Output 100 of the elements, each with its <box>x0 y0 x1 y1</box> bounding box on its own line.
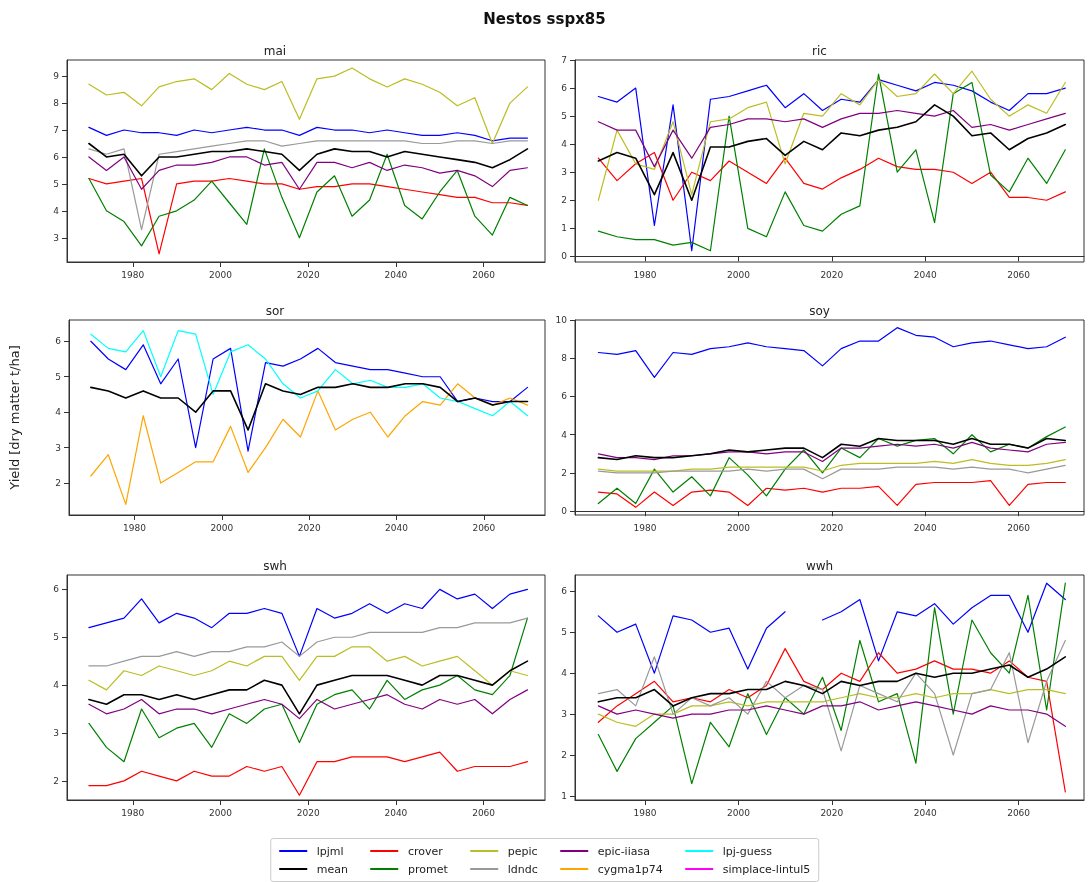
line-series <box>597 458 1066 472</box>
text: Nestos sspx85 <box>482 10 607 28</box>
y-tick-label: 5 <box>561 627 567 638</box>
y-tick-label: 4 <box>53 680 60 691</box>
y-tick-label: 1 <box>561 223 567 234</box>
line-series <box>90 330 529 417</box>
y-tick-label: 3 <box>55 442 61 453</box>
line-series <box>88 142 529 177</box>
x-tick-label: 2040 <box>913 522 937 533</box>
line-series <box>88 140 529 231</box>
line-series <box>597 327 1066 378</box>
y-tick-label: 3 <box>561 709 567 720</box>
chart-title: sor <box>265 304 285 318</box>
x-tick-label: 2020 <box>820 807 844 818</box>
legend-label: lpjml <box>316 844 344 858</box>
y-tick-label: 4 <box>53 205 60 216</box>
chart-title: soy <box>809 304 830 318</box>
chart-title: ric <box>812 44 827 58</box>
x-tick-label: 2000 <box>209 269 233 280</box>
x-tick-label: 1980 <box>123 522 147 533</box>
y-tick-label: 5 <box>561 111 567 122</box>
x-tick-label: 2020 <box>297 522 321 533</box>
x-tick-label: 2060 <box>472 269 496 280</box>
x-tick-label: 2000 <box>726 807 751 818</box>
line-series <box>597 639 1066 756</box>
y-tick-label: 3 <box>53 727 59 738</box>
x-tick-label: 2000 <box>726 522 751 533</box>
x-tick-label: 2060 <box>472 807 496 818</box>
x-tick-label: 2020 <box>820 522 844 533</box>
x-tick-label: 2020 <box>296 269 320 280</box>
legend-label: crover <box>407 844 443 858</box>
x-tick-label: 2040 <box>384 807 408 818</box>
y-tick-label: 6 <box>53 151 60 162</box>
x-tick-label: 2020 <box>820 269 844 280</box>
line-series <box>597 464 1066 480</box>
x-tick-label: 1980 <box>121 807 145 818</box>
x-tick-label: 2060 <box>1007 269 1031 280</box>
y-tick-label: 8 <box>561 353 568 364</box>
line-series <box>597 688 1066 727</box>
y-tick-label: 2 <box>561 750 567 760</box>
legend-label: cygma1p74 <box>597 862 663 876</box>
y-tick-label: 0 <box>561 506 568 517</box>
x-tick-label: 2040 <box>913 807 937 818</box>
line-series <box>597 109 1066 168</box>
line-series <box>597 104 1067 202</box>
line-series <box>88 588 529 657</box>
line-series <box>88 646 529 691</box>
x-tick-label: 2020 <box>296 807 320 818</box>
chart-title: swh <box>263 559 287 573</box>
y-tick-label: 1 <box>561 790 567 801</box>
x-tick-label: 2040 <box>385 522 409 533</box>
y-axis-title: Yield [dry matter t/ha] <box>7 345 22 491</box>
x-tick-label: 2000 <box>210 522 234 533</box>
line-series <box>597 701 1066 727</box>
y-tick-label: 7 <box>561 55 567 65</box>
line-series <box>88 660 529 715</box>
line-series <box>90 383 529 431</box>
legend-label: epic-iiasa <box>597 844 650 858</box>
line-series <box>90 340 529 452</box>
y-tick-label: 7 <box>53 125 59 136</box>
x-tick-label: 2060 <box>1007 522 1031 533</box>
y-tick-label: 2 <box>561 195 567 206</box>
line-series <box>597 656 1067 707</box>
line-series <box>88 177 529 255</box>
line-series <box>90 383 529 505</box>
y-tick-label: 4 <box>561 668 568 679</box>
y-tick-label: 5 <box>53 178 59 189</box>
x-tick-label: 2040 <box>913 269 937 280</box>
y-tick-label: 3 <box>561 167 567 178</box>
chart-title: wwh <box>805 559 834 573</box>
y-tick-label: 5 <box>55 371 61 382</box>
x-tick-label: 1980 <box>121 269 145 280</box>
y-tick-label: 6 <box>561 83 568 94</box>
line-series <box>88 617 529 763</box>
y-tick-label: 4 <box>561 139 568 150</box>
x-tick-label: 2000 <box>726 269 751 280</box>
y-tick-label: 10 <box>555 315 568 325</box>
chart-title: mai <box>263 44 287 58</box>
y-tick-label: 2 <box>561 467 567 478</box>
y-tick-label: 8 <box>53 98 60 109</box>
x-tick-label: 2060 <box>1007 807 1031 818</box>
legend-label: simplace-lintul5 <box>722 862 811 876</box>
x-tick-label: 1980 <box>633 269 657 280</box>
line-series <box>88 617 529 667</box>
line-series <box>597 648 1066 793</box>
y-tick-label: 5 <box>53 632 59 643</box>
x-tick-label: 1980 <box>633 807 657 818</box>
line-series <box>597 70 1066 201</box>
legend-label: ldndc <box>507 862 538 876</box>
x-tick-label: 1980 <box>633 522 657 533</box>
y-tick-label: 3 <box>53 232 59 243</box>
y-tick-label: 4 <box>55 407 62 418</box>
line-series <box>597 151 1066 201</box>
line-series <box>88 148 529 247</box>
legend-label: mean <box>316 862 348 876</box>
legend-label: pepic <box>507 844 538 858</box>
legend-label: promet <box>407 862 448 876</box>
y-tick-label: 2 <box>55 478 61 489</box>
line-series <box>88 126 529 142</box>
y-tick-label: 6 <box>55 336 62 347</box>
